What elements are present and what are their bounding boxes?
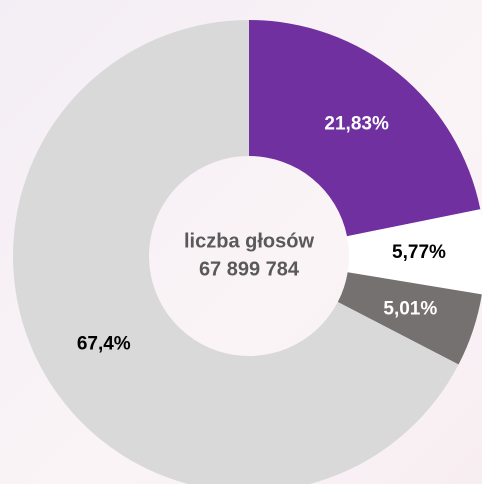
slice-label: 5,77% (392, 242, 446, 263)
center-value: 67 899 784 (199, 258, 300, 280)
slice (347, 209, 482, 295)
slice (337, 272, 482, 365)
slice (13, 20, 459, 484)
slice (249, 20, 481, 237)
center-label: liczba głosów (184, 230, 314, 252)
slice-label: 67,4% (77, 333, 131, 354)
slice-label: 5,01% (383, 299, 437, 320)
slice-label: 21,83% (324, 113, 389, 134)
